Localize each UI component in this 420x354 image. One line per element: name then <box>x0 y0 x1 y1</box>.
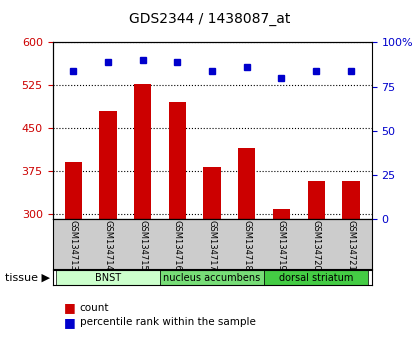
Bar <box>203 167 221 219</box>
Text: GSM134721: GSM134721 <box>346 221 355 271</box>
Text: GSM134716: GSM134716 <box>173 221 182 272</box>
Bar <box>65 162 82 219</box>
Text: GSM134713: GSM134713 <box>69 221 78 272</box>
Text: GSM134718: GSM134718 <box>242 221 251 272</box>
Bar <box>307 181 325 219</box>
Text: GSM134714: GSM134714 <box>103 221 113 271</box>
Bar <box>342 181 360 219</box>
Bar <box>238 148 255 219</box>
Text: nucleus accumbens: nucleus accumbens <box>163 273 261 282</box>
Bar <box>273 209 290 219</box>
Bar <box>56 270 160 285</box>
Text: GSM134719: GSM134719 <box>277 221 286 271</box>
Text: GSM134720: GSM134720 <box>312 221 321 271</box>
Text: ■: ■ <box>63 316 75 329</box>
Bar <box>169 102 186 219</box>
Text: BNST: BNST <box>95 273 121 282</box>
Text: GDS2344 / 1438087_at: GDS2344 / 1438087_at <box>129 12 291 27</box>
Bar <box>100 111 117 219</box>
Bar <box>160 270 264 285</box>
Text: GSM134717: GSM134717 <box>207 221 217 272</box>
Bar <box>264 270 368 285</box>
Text: percentile rank within the sample: percentile rank within the sample <box>80 317 256 327</box>
Text: ■: ■ <box>63 302 75 314</box>
Text: tissue ▶: tissue ▶ <box>5 273 50 282</box>
Text: count: count <box>80 303 109 313</box>
Text: GSM134715: GSM134715 <box>138 221 147 271</box>
Text: dorsal striatum: dorsal striatum <box>279 273 353 282</box>
Bar <box>134 84 151 219</box>
